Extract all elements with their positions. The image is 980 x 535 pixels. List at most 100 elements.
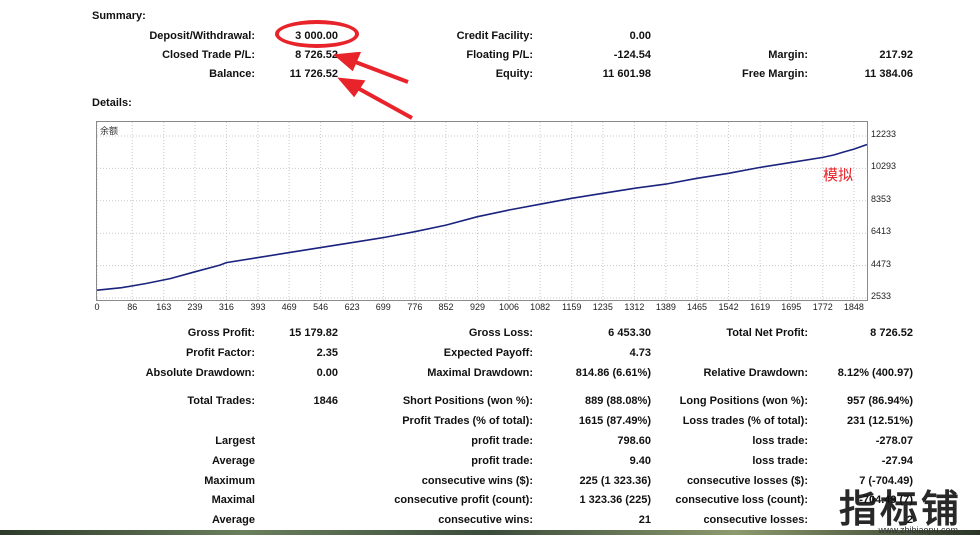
- largest-profit-value: 798.60: [617, 435, 651, 447]
- x-tick-label: 1159: [562, 302, 582, 312]
- arrow-head-balance: [337, 77, 366, 98]
- y-tick-label: 4473: [871, 258, 892, 269]
- x-tick-label: 163: [156, 302, 172, 312]
- profit-trades-label: Profit Trades (% of total):: [402, 415, 533, 427]
- balance-label: Balance:: [209, 68, 255, 80]
- profit-factor-value: 2.35: [316, 347, 338, 359]
- max-consec-wins-label: consecutive wins ($):: [421, 475, 533, 487]
- details-heading: Details:: [92, 97, 132, 109]
- absolute-drawdown-value: 0.00: [316, 367, 338, 379]
- largest-loss-label: loss trade:: [752, 435, 808, 447]
- deposit-label: Deposit/Withdrawal:: [149, 30, 255, 42]
- loss-trades-label: Loss trades (% of total):: [682, 415, 808, 427]
- total-net-value: 8 726.52: [870, 327, 913, 339]
- maximal-label: Maximal: [211, 494, 255, 506]
- maximal-loss-value: -704.49 (7): [859, 494, 913, 506]
- balance-line: [97, 143, 867, 291]
- x-tick-label: 1082: [530, 302, 551, 312]
- y-tick-label: 10293: [871, 161, 897, 172]
- x-tick-label: 0: [94, 302, 100, 312]
- chart-corner-label: 余额: [100, 126, 119, 136]
- absolute-drawdown-label: Absolute Drawdown:: [145, 367, 255, 379]
- arrow-head-closed-pl: [333, 52, 362, 72]
- x-tick-label: 929: [469, 302, 485, 312]
- short-positions-label: Short Positions (won %):: [402, 395, 533, 407]
- watermark-text: 指标铺: [838, 486, 962, 531]
- x-tick-label: 1235: [592, 302, 613, 312]
- x-tick-label: 469: [281, 302, 297, 312]
- gross-loss-value: 6 453.30: [608, 327, 651, 339]
- x-tick-label: 1006: [499, 302, 520, 312]
- credit-label: Credit Facility:: [456, 30, 533, 42]
- average-consec-label: Average: [211, 514, 255, 526]
- annotation-arrows: [333, 52, 413, 120]
- average-profit-value: 9.40: [629, 455, 651, 467]
- avg-consec-losses-value: 2: [906, 514, 913, 526]
- free-margin-label: Free Margin:: [741, 68, 808, 80]
- bottom-photo-strip: [0, 530, 980, 535]
- gross-profit-label: Gross Profit:: [187, 327, 255, 339]
- floating-value: -124.54: [613, 49, 651, 61]
- short-positions-value: 889 (88.08%): [584, 395, 651, 407]
- x-tick-label: 316: [218, 302, 234, 312]
- margin-label: Margin:: [768, 49, 808, 61]
- total-trades-value: 1846: [313, 395, 338, 407]
- x-tick-label: 1619: [750, 302, 771, 312]
- maximum-label: Maximum: [204, 475, 255, 487]
- largest-loss-value: -278.07: [875, 435, 913, 447]
- x-tick-label: 1695: [781, 302, 802, 312]
- balance-chart-svg: [97, 122, 867, 300]
- profit-factor-label: Profit Factor:: [185, 347, 255, 359]
- chart-grid: [97, 122, 867, 300]
- credit-value: 0.00: [629, 30, 651, 42]
- average-loss-label: loss trade:: [752, 455, 808, 467]
- relative-drawdown-value: 8.12% (400.97): [837, 367, 913, 379]
- x-tick-label: 1848: [843, 302, 864, 312]
- arrow-to-closed-pl: [349, 58, 409, 84]
- expected-payoff-value: 4.73: [629, 347, 651, 359]
- maximal-loss-label: consecutive loss (count):: [675, 494, 808, 506]
- avg-consec-wins-label: consecutive wins:: [438, 514, 533, 526]
- average-profit-label: profit trade:: [471, 455, 533, 467]
- max-consec-losses-label: consecutive losses ($):: [686, 475, 808, 487]
- average-loss-value: -27.94: [881, 455, 913, 467]
- largest-profit-label: profit trade:: [471, 435, 533, 447]
- relative-drawdown-label: Relative Drawdown:: [703, 367, 808, 379]
- y-tick-label: 8353: [871, 193, 892, 204]
- watermark-url: www.zhibiaopu.com: [878, 525, 958, 535]
- closed-pl-label: Closed Trade P/L:: [162, 49, 255, 61]
- long-positions-label: Long Positions (won %):: [679, 395, 808, 407]
- largest-label: Largest: [215, 435, 255, 447]
- margin-value: 217.92: [879, 49, 913, 61]
- avg-consec-losses-label: consecutive losses:: [703, 514, 808, 526]
- profit-trades-value: 1615 (87.49%): [578, 415, 651, 427]
- maximal-profit-value: 1 323.36 (225): [579, 494, 651, 506]
- arrow-to-balance: [353, 84, 413, 120]
- maximal-drawdown-value: 814.86 (6.61%): [575, 367, 651, 379]
- x-tick-label: 546: [313, 302, 329, 312]
- avg-consec-wins-value: 21: [638, 514, 651, 526]
- y-tick-label: 6413: [871, 226, 892, 237]
- floating-label: Floating P/L:: [466, 49, 533, 61]
- long-positions-value: 957 (86.94%): [846, 395, 913, 407]
- x-tick-label: 1389: [655, 302, 676, 312]
- balance-chart: 余额 模拟: [96, 121, 868, 301]
- max-consec-losses-value: 7 (-704.49): [859, 475, 913, 487]
- x-tick-label: 852: [438, 302, 454, 312]
- max-consec-wins-value: 225 (1 323.36): [579, 475, 651, 487]
- equity-label: Equity:: [495, 68, 533, 80]
- balance-value: 11 726.52: [289, 68, 338, 80]
- x-tick-label: 86: [127, 302, 138, 312]
- x-tick-label: 1465: [687, 302, 708, 312]
- x-tick-label: 776: [407, 302, 423, 312]
- x-tick-label: 1312: [624, 302, 645, 312]
- y-tick-label: 2533: [871, 291, 892, 301]
- equity-value: 11 601.98: [602, 68, 651, 80]
- summary-heading: Summary:: [92, 10, 146, 22]
- y-tick-label: 12233: [871, 129, 897, 139]
- x-tick-label: 393: [250, 302, 266, 312]
- x-tick-label: 623: [344, 302, 360, 312]
- maximal-drawdown-label: Maximal Drawdown:: [427, 367, 533, 379]
- average-label: Average: [211, 455, 255, 467]
- total-net-label: Total Net Profit:: [726, 327, 808, 339]
